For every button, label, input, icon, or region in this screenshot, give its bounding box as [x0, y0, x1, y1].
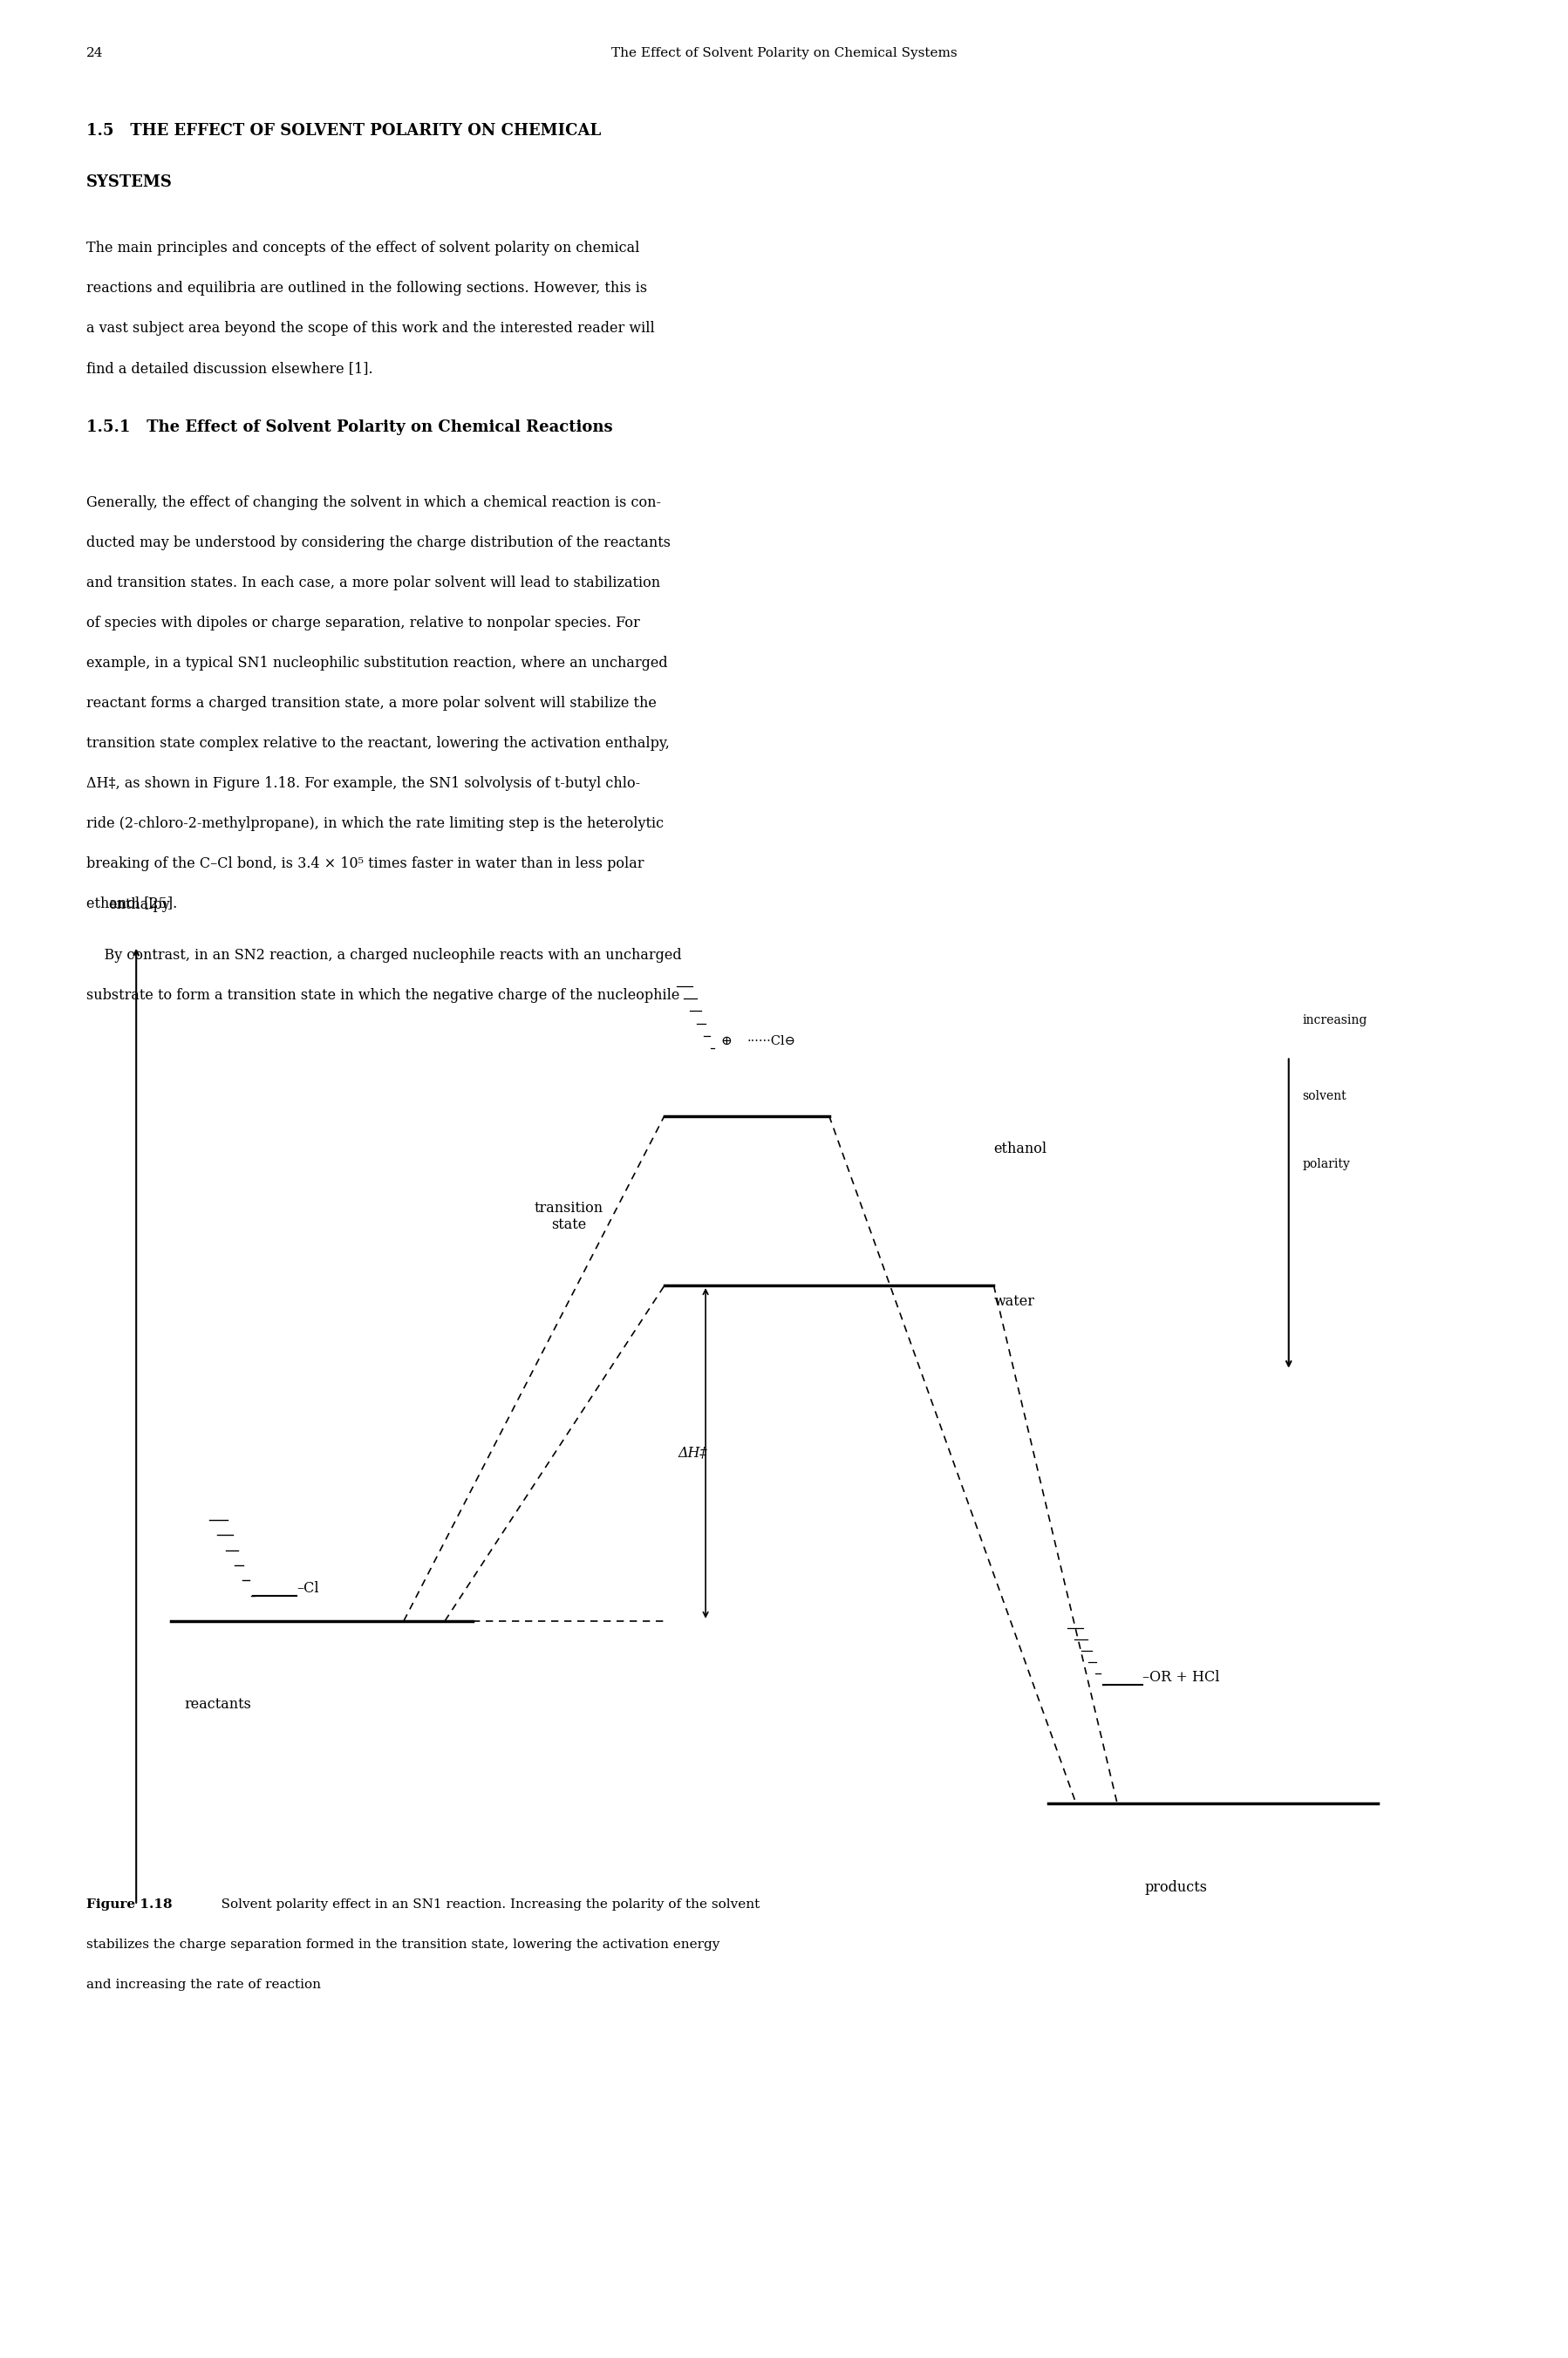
Text: Generally, the effect of changing the solvent in which a chemical reaction is co: Generally, the effect of changing the so… [86, 495, 662, 509]
Text: products: products [1145, 1879, 1207, 1893]
Text: The Effect of Solvent Polarity on Chemical Systems: The Effect of Solvent Polarity on Chemic… [612, 47, 956, 59]
Text: SYSTEMS: SYSTEMS [86, 174, 172, 191]
Text: ethanol: ethanol [994, 1141, 1047, 1155]
Text: of species with dipoles or charge separation, relative to nonpolar species. For: of species with dipoles or charge separa… [86, 615, 640, 630]
Text: breaking of the C–Cl bond, is 3.4 × 10⁵ times faster in water than in less polar: breaking of the C–Cl bond, is 3.4 × 10⁵ … [86, 856, 644, 870]
Text: reactions and equilibria are outlined in the following sections. However, this i: reactions and equilibria are outlined in… [86, 281, 648, 295]
Text: find a detailed discussion elsewhere [1].: find a detailed discussion elsewhere [1]… [86, 361, 373, 375]
Text: By contrast, in an SN2 reaction, a charged nucleophile reacts with an uncharged: By contrast, in an SN2 reaction, a charg… [86, 948, 682, 962]
Text: stabilizes the charge separation formed in the transition state, lowering the ac: stabilizes the charge separation formed … [86, 1938, 720, 1950]
Text: increasing: increasing [1303, 1014, 1367, 1026]
Text: Solvent polarity effect in an SN1 reaction. Increasing the polarity of the solve: Solvent polarity effect in an SN1 reacti… [209, 1898, 760, 1910]
Text: enthalpy: enthalpy [108, 898, 171, 913]
Text: The main principles and concepts of the effect of solvent polarity on chemical: The main principles and concepts of the … [86, 241, 640, 255]
Text: reactants: reactants [185, 1698, 251, 1712]
Text: solvent: solvent [1303, 1089, 1347, 1104]
Text: 24: 24 [86, 47, 103, 59]
Text: water: water [994, 1295, 1035, 1309]
Text: ethanol [25].: ethanol [25]. [86, 896, 177, 910]
Text: ΔH‡: ΔH‡ [677, 1445, 707, 1460]
Text: and transition states. In each case, a more polar solvent will lead to stabiliza: and transition states. In each case, a m… [86, 575, 660, 590]
Text: transition
state: transition state [533, 1200, 604, 1233]
Text: ······Cl⊖: ······Cl⊖ [746, 1035, 795, 1047]
Text: 1.5   THE EFFECT OF SOLVENT POLARITY ON CHEMICAL: 1.5 THE EFFECT OF SOLVENT POLARITY ON CH… [86, 123, 601, 139]
Text: polarity: polarity [1303, 1158, 1350, 1170]
Text: ducted may be understood by considering the charge distribution of the reactants: ducted may be understood by considering … [86, 535, 671, 549]
Text: ride (2-chloro-2-methylpropane), in which the rate limiting step is the heteroly: ride (2-chloro-2-methylpropane), in whic… [86, 816, 663, 830]
Text: transition state complex relative to the reactant, lowering the activation entha: transition state complex relative to the… [86, 736, 670, 750]
Text: 1.5.1   The Effect of Solvent Polarity on Chemical Reactions: 1.5.1 The Effect of Solvent Polarity on … [86, 420, 613, 436]
Text: Figure 1.18: Figure 1.18 [86, 1898, 172, 1910]
Text: –Cl: –Cl [296, 1580, 320, 1596]
Text: substrate to form a transition state in which the negative charge of the nucleop: substrate to form a transition state in … [86, 988, 679, 1002]
Text: ⊕: ⊕ [720, 1035, 731, 1047]
Text: and increasing the rate of reaction: and increasing the rate of reaction [86, 1978, 321, 1990]
Text: reactant forms a charged transition state, a more polar solvent will stabilize t: reactant forms a charged transition stat… [86, 696, 657, 710]
Text: example, in a typical SN1 nucleophilic substitution reaction, where an uncharged: example, in a typical SN1 nucleophilic s… [86, 656, 668, 670]
Text: a vast subject area beyond the scope of this work and the interested reader will: a vast subject area beyond the scope of … [86, 321, 654, 335]
Text: –OR + HCl: –OR + HCl [1143, 1669, 1220, 1686]
Text: ΔH‡, as shown in Figure 1.18. For example, the SN1 solvolysis of t-butyl chlo-: ΔH‡, as shown in Figure 1.18. For exampl… [86, 776, 640, 790]
